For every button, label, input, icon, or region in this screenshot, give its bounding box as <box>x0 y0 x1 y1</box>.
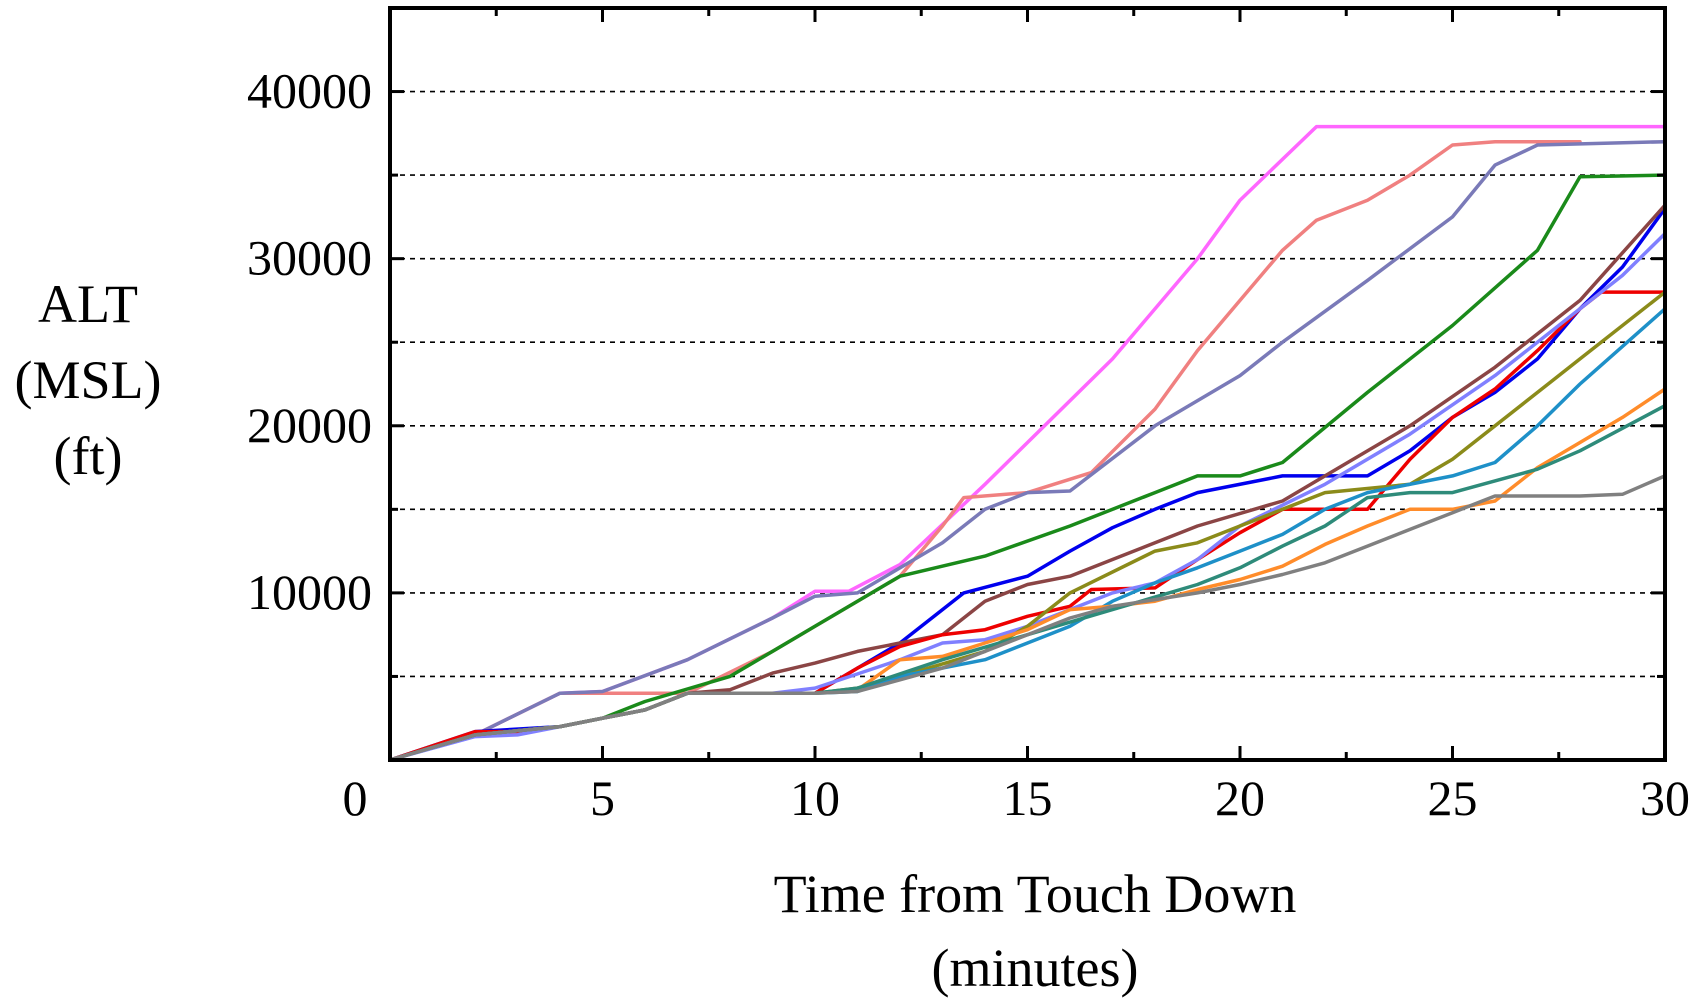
y-tick-label: 40000 <box>247 63 372 119</box>
y-tick-label: 30000 <box>247 230 372 286</box>
series-line-13 <box>388 474 1667 762</box>
y-axis-title-line: ALT <box>38 274 138 334</box>
x-tick-label: 0 <box>343 770 368 826</box>
x-axis-title-line: Time from Touch Down <box>774 864 1297 924</box>
x-tick-label: 10 <box>790 770 840 826</box>
series-line-3 <box>388 139 1667 762</box>
x-axis-title-line: (minutes) <box>932 938 1139 998</box>
series-line-8 <box>388 231 1667 762</box>
x-tick-label: 5 <box>590 770 615 826</box>
y-tick-label: 10000 <box>247 564 372 620</box>
series-layer <box>388 124 1667 762</box>
x-tick-label: 20 <box>1215 770 1265 826</box>
tick-layer <box>388 6 1667 760</box>
grid-layer <box>390 90 1665 678</box>
series-line-5 <box>388 206 1667 762</box>
y-tick-label: 20000 <box>247 397 372 453</box>
y-axis-title-line: (MSL) <box>15 350 162 410</box>
x-tick-label: 30 <box>1640 770 1690 826</box>
series-line-7 <box>388 290 1667 762</box>
y-axis-title-line: (ft) <box>54 426 123 486</box>
label-layer: 0 5 10 15 20 25 30 10000 20000 30000 40000 ALT (MSL)… <box>15 63 1691 998</box>
series-line-2 <box>388 139 1582 762</box>
x-tick-label: 25 <box>1428 770 1478 826</box>
series-line-9 <box>388 290 1667 762</box>
x-tick-label: 15 <box>1003 770 1053 826</box>
